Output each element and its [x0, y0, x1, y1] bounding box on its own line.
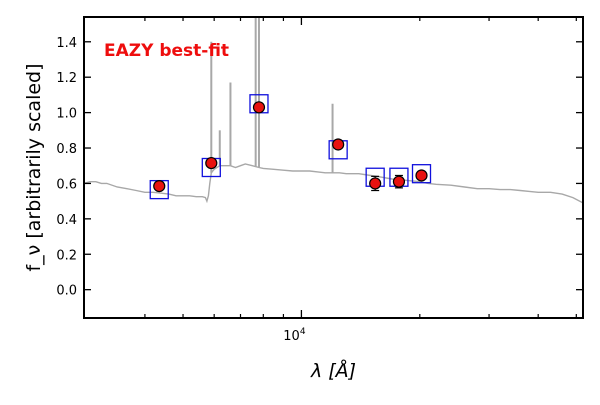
- y-axis-label: f_ν [arbitrarily scaled]: [23, 63, 45, 271]
- observed-photometry-point: [153, 179, 166, 193]
- observed-photometry-point: [369, 177, 382, 190]
- observed-photometry-point: [252, 101, 266, 114]
- observed-photometry-point: [205, 156, 218, 170]
- y-tick-label: 1.4: [56, 36, 77, 51]
- y-tick-label: 1.0: [56, 107, 77, 122]
- model-spectrum-line: [84, 163, 583, 204]
- observed-photometry-point: [415, 169, 428, 182]
- x-tick-label: 104: [283, 327, 306, 344]
- y-tick-label: 0.0: [56, 284, 77, 299]
- chart-annotation: EAZY best-fit: [104, 41, 229, 61]
- plot-layer: [84, 17, 583, 204]
- y-tick-label: 0.6: [56, 177, 77, 192]
- x-axis-label: λ [Å]: [310, 359, 356, 382]
- y-tick-label: 1.2: [56, 71, 77, 86]
- observed-photometry-point: [392, 175, 406, 188]
- x-tick-label-exponent: 4: [300, 327, 306, 337]
- model-photometry-box: [411, 164, 432, 184]
- observed-photometry-point: [332, 138, 345, 151]
- x-tick-label-base: 10: [283, 329, 300, 344]
- plot-frame: [83, 16, 584, 319]
- y-tick-label: 0.2: [56, 248, 77, 263]
- y-tick-label: 0.4: [56, 213, 77, 228]
- y-tick-label: 0.8: [56, 142, 77, 157]
